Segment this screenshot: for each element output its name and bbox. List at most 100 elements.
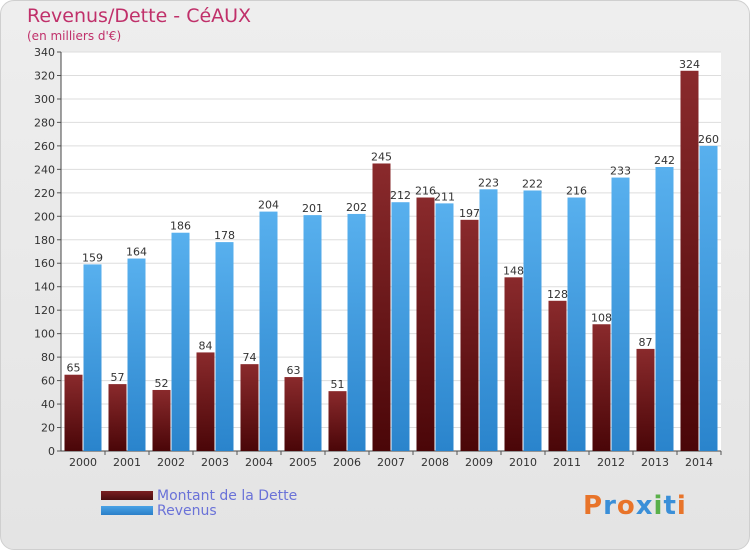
legend-label-debt: Montant de la Dette [157,487,298,504]
logo-letter: i [676,491,687,521]
x-tick-label: 2009 [465,456,493,469]
data-label-revenue: 178 [214,229,235,242]
logo-letter: t [663,491,677,521]
data-label-debt: 324 [679,58,700,71]
x-tick-label: 2004 [245,456,273,469]
y-tick-label: 160 [34,257,55,270]
bar-revenue [171,232,190,451]
data-label-revenue: 201 [302,202,323,215]
x-tick-label: 2000 [69,456,97,469]
x-tick-label: 2014 [685,456,713,469]
data-label-debt: 108 [591,311,612,324]
plot-area [61,52,721,451]
y-tick-label: 180 [34,234,55,247]
data-label-debt: 74 [243,351,257,364]
logo-letter: P [583,491,604,521]
data-label-revenue: 260 [698,133,719,146]
bar-revenue [83,264,102,451]
logo-letter: o [616,491,636,521]
y-tick-label: 40 [41,398,55,411]
data-label-revenue: 204 [258,199,279,212]
x-tick-label: 2011 [553,456,581,469]
x-tick-label: 2003 [201,456,229,469]
data-label-debt: 128 [547,288,568,301]
bar-revenue [611,177,630,452]
bar-debt [504,277,523,451]
data-label-debt: 52 [155,377,169,390]
chart-title: Revenus/Dette - CéAUX [27,5,252,27]
logo-letter: r [603,491,617,521]
data-label-revenue: 222 [522,177,543,190]
data-label-revenue: 242 [654,154,675,167]
legend-swatch-revenue [101,506,153,515]
y-tick-label: 320 [34,69,55,82]
bar-debt [152,389,171,451]
bar-debt [592,324,611,451]
data-label-debt: 51 [331,378,345,391]
y-tick-label: 300 [34,93,55,106]
bar-debt [680,70,699,451]
data-label-revenue: 233 [610,165,631,178]
x-tick-label: 2012 [597,456,625,469]
logo-letter: x [635,491,654,521]
y-tick-label: 60 [41,375,55,388]
x-tick-label: 2008 [421,456,449,469]
bar-revenue [303,215,322,451]
data-label-revenue: 186 [170,220,191,233]
y-tick-label: 80 [41,351,55,364]
bar-debt [196,352,215,451]
bar-revenue [567,197,586,451]
data-label-debt: 197 [459,207,480,220]
y-tick-label: 120 [34,304,55,317]
bar-revenue [435,203,454,451]
bar-revenue [215,242,234,451]
data-label-debt: 57 [111,371,125,384]
data-label-revenue: 202 [346,201,367,214]
data-label-debt: 84 [199,339,213,352]
legend-swatch-debt [101,491,153,500]
x-tick-label: 2006 [333,456,361,469]
x-tick-label: 2002 [157,456,185,469]
bar-debt [240,364,259,451]
bar-debt [372,163,391,451]
y-tick-label: 200 [34,210,55,223]
data-label-debt: 148 [503,264,524,277]
y-tick-label: 100 [34,328,55,341]
bar-debt [108,384,127,451]
y-tick-label: 20 [41,422,55,435]
y-tick-label: 240 [34,163,55,176]
data-label-debt: 65 [67,362,81,375]
bar-revenue [479,189,498,451]
data-label-debt: 245 [371,150,392,163]
y-tick-label: 0 [48,445,55,458]
x-tick-label: 2013 [641,456,669,469]
bar-revenue [347,213,366,451]
legend-item-debt: Montant de la Dette [101,487,298,504]
data-label-revenue: 212 [390,189,411,202]
bar-debt [416,197,435,451]
data-label-revenue: 159 [82,251,103,264]
legend: Montant de la Dette Revenus [101,487,298,519]
y-tick-label: 280 [34,116,55,129]
proxiti-logo: Proxiti [583,491,687,521]
x-tick-label: 2010 [509,456,537,469]
data-label-debt: 63 [287,364,301,377]
bar-debt [284,377,303,451]
x-tick-label: 2005 [289,456,317,469]
data-label-revenue: 216 [566,185,587,198]
x-tick-label: 2007 [377,456,405,469]
data-label-revenue: 164 [126,246,147,259]
bar-revenue [523,190,542,451]
data-label-debt: 216 [415,185,436,198]
data-label-revenue: 211 [434,190,455,203]
y-tick-label: 260 [34,140,55,153]
bar-revenue [259,211,278,451]
x-tick-label: 2001 [113,456,141,469]
bar-debt [636,348,655,451]
legend-item-revenue: Revenus [101,503,297,519]
y-tick-label: 140 [34,281,55,294]
bar-revenue [699,145,718,451]
bar-debt [548,300,567,451]
